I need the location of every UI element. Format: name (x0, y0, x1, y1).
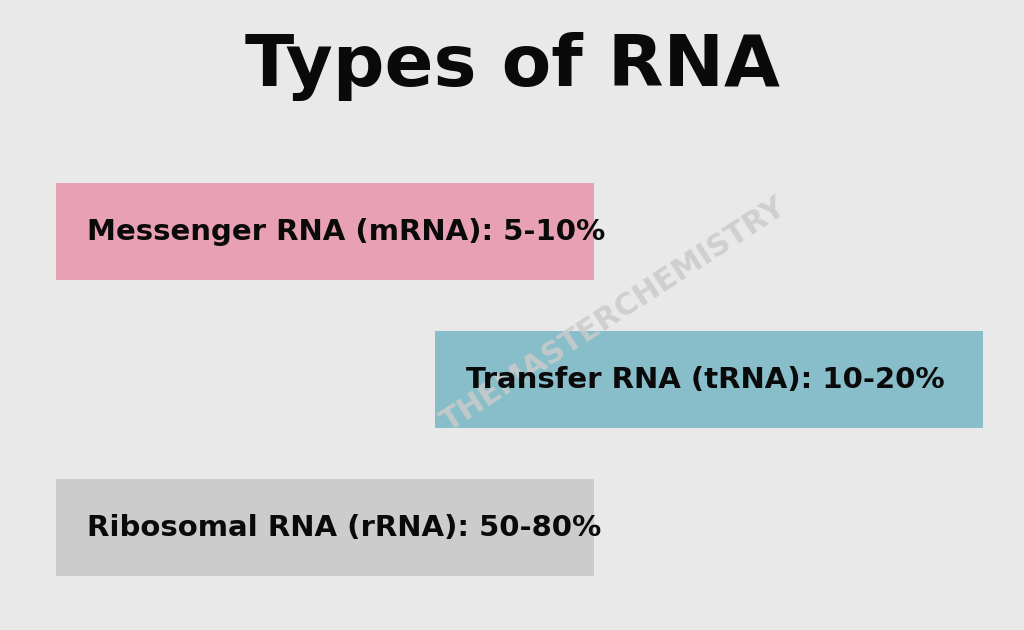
Text: Ribosomal RNA (rRNA): 50-80%: Ribosomal RNA (rRNA): 50-80% (87, 514, 601, 542)
Bar (435, 331, 983, 428)
Bar (56, 479, 594, 576)
Text: THEMASTERCHEMISTRY: THEMASTERCHEMISTRY (437, 193, 792, 437)
Bar (56, 183, 594, 280)
Text: Transfer RNA (tRNA): 10-20%: Transfer RNA (tRNA): 10-20% (466, 366, 944, 394)
Text: Messenger RNA (mRNA): 5-10%: Messenger RNA (mRNA): 5-10% (87, 218, 605, 246)
Text: Types of RNA: Types of RNA (245, 32, 779, 101)
